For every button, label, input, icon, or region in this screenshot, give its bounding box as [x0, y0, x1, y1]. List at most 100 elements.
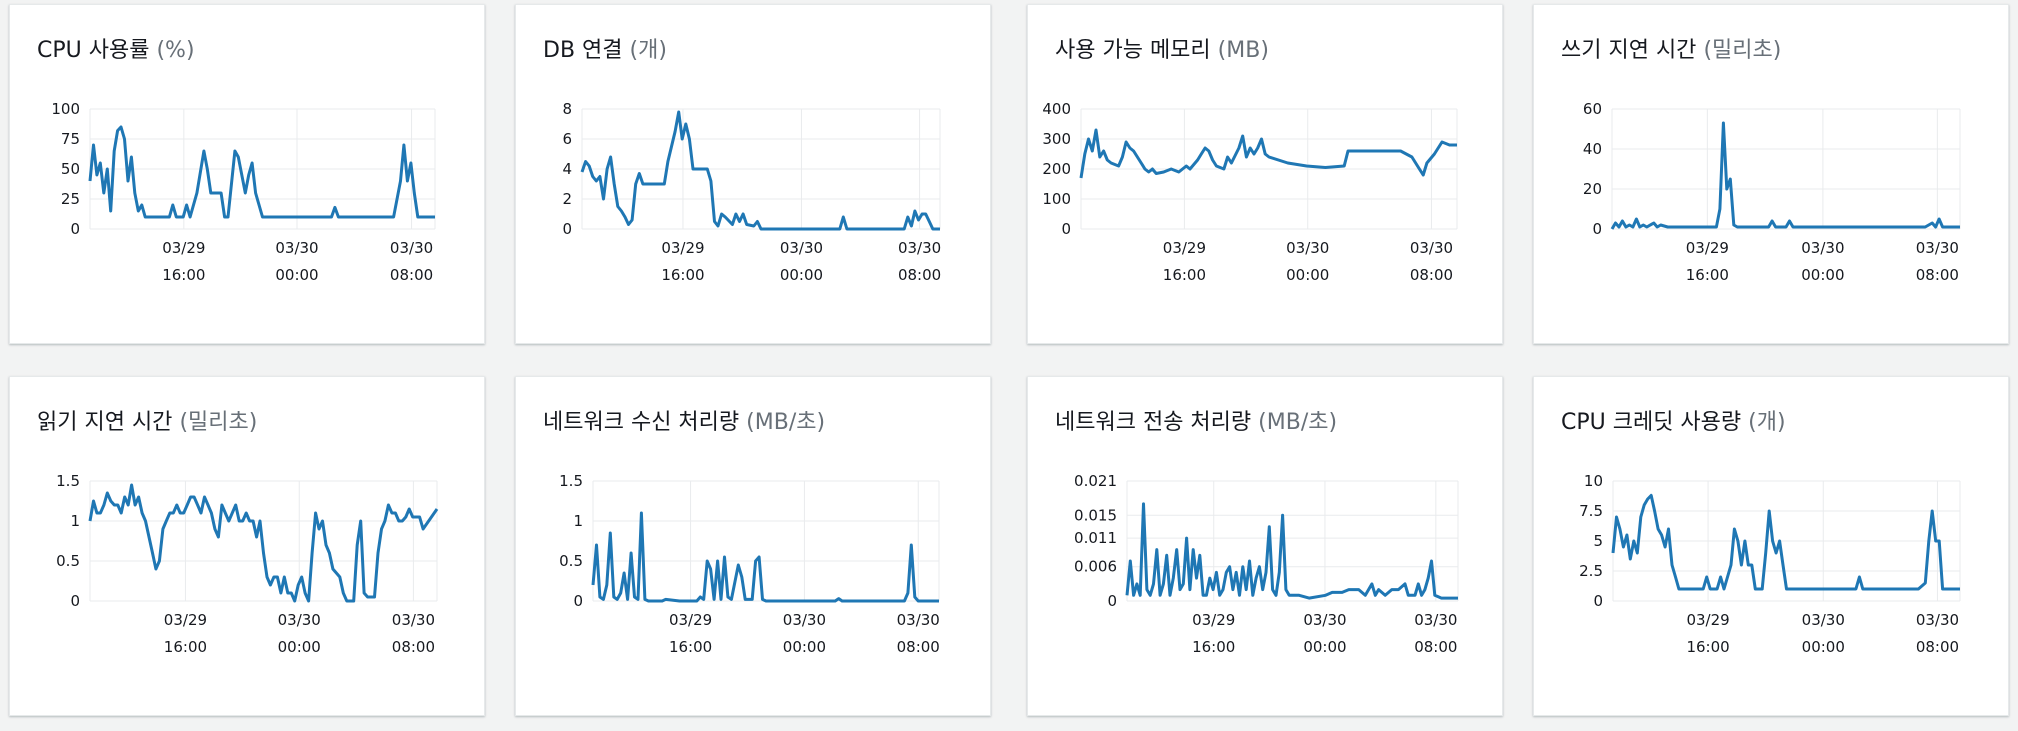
y-tick-label: 0.011 [1074, 529, 1117, 547]
x-tick-label: 03/29 [164, 611, 207, 629]
title-text: 네트워크 전송 처리량 [1055, 410, 1252, 435]
y-tick-label: 0.006 [1074, 558, 1117, 576]
metric-card-cpu-credit-usage: CPU 크레딧 사용량 (개) 10 7.5 5 2.5 0 03/29 16:00 03/3… [1533, 376, 2009, 716]
x-tick-label: 16:00 [1686, 266, 1729, 284]
y-tick-label: 2 [562, 190, 572, 208]
y-tick-label: 200 [1042, 160, 1071, 178]
title-text: CPU 크레딧 사용량 [1561, 410, 1742, 435]
x-tick-label: 03/29 [162, 239, 205, 257]
x-tick-label: 08:00 [1410, 266, 1453, 284]
x-tick-label: 03/30 [278, 611, 321, 629]
y-tick-label: 300 [1042, 130, 1071, 148]
x-tick-label: 16:00 [669, 638, 712, 656]
x-tick-label: 03/29 [669, 611, 712, 629]
x-tick-label: 03/30 [1410, 239, 1453, 257]
y-tick-label: 20 [1583, 180, 1602, 198]
y-tick-label: 0.015 [1074, 506, 1117, 524]
y-tick-label: 2.5 [1579, 562, 1603, 580]
x-tick-label: 03/30 [1801, 239, 1844, 257]
x-tick-label: 03/30 [783, 611, 826, 629]
line-chart: 1.5 1 0.5 0 03/29 16:00 03/30 00:00 03/30 08:00 [559, 472, 940, 656]
series-line [88, 125, 435, 219]
x-tick-label: 16:00 [162, 266, 205, 284]
x-tick-label: 00:00 [780, 266, 823, 284]
x-tick-label: 03/30 [390, 239, 433, 257]
y-tick-label: 75 [61, 130, 80, 148]
x-tick-label: 03/30 [275, 239, 318, 257]
line-chart: 1.5 1 0.5 0 03/29 16:00 03/30 00:00 03/30 08:00 [56, 472, 439, 656]
series-line [1610, 121, 1960, 230]
card-title: 읽기 지연 시간 (밀리초) [37, 404, 257, 436]
series-line [1125, 502, 1458, 600]
card-title: DB 연결 (개) [543, 32, 667, 64]
y-tick-label: 0 [573, 592, 583, 610]
title-unit: (밀리초) [179, 410, 258, 435]
x-tick-label: 03/30 [780, 239, 823, 257]
y-tick-label: 0 [1592, 220, 1602, 238]
x-tick-label: 00:00 [1286, 266, 1329, 284]
title-unit: (개) [1748, 410, 1786, 435]
y-tick-label: 25 [61, 190, 80, 208]
x-tick-label: 00:00 [783, 638, 826, 656]
x-tick-label: 16:00 [661, 266, 704, 284]
y-tick-label: 4 [562, 160, 572, 178]
card-title: 네트워크 수신 처리량 (MB/초) [543, 404, 825, 436]
x-tick-label: 03/29 [661, 239, 704, 257]
title-unit: (밀리초) [1703, 38, 1782, 63]
y-tick-label: 0.5 [559, 552, 583, 570]
series-line [1611, 493, 1960, 591]
x-tick-label: 03/29 [1686, 239, 1729, 257]
metric-card-db-connections: DB 연결 (개) 8 6 4 2 0 03/29 16:00 03/30 00:00 03/30… [515, 4, 991, 344]
x-tick-label: 03/30 [897, 611, 940, 629]
x-tick-label: 03/30 [1303, 611, 1346, 629]
y-tick-label: 1 [573, 512, 583, 530]
title-text: 쓰기 지연 시간 [1561, 38, 1697, 63]
title-text: 읽기 지연 시간 [37, 410, 173, 435]
line-chart: 8 6 4 2 0 03/29 16:00 03/30 00:00 03/30 08:00 [562, 100, 941, 284]
y-tick-label: 1.5 [56, 472, 80, 490]
x-tick-label: 16:00 [1192, 638, 1235, 656]
y-tick-label: 8 [562, 100, 572, 118]
y-tick-label: 0 [70, 220, 80, 238]
title-text: DB 연결 [543, 38, 623, 63]
metric-card-cpu-utilization: CPU 사용률 (%) 100 75 50 25 0 03/29 16:00 03/30 00:… [9, 4, 485, 344]
x-tick-label: 08:00 [898, 266, 941, 284]
x-tick-label: 03/29 [1192, 611, 1235, 629]
line-chart: 60 40 20 0 03/29 16:00 03/30 00:00 03/30 08:00 [1583, 100, 1961, 284]
y-tick-label: 5 [1593, 532, 1603, 550]
title-text: CPU 사용률 [37, 38, 150, 63]
y-tick-label: 1 [70, 512, 80, 530]
title-unit: (MB) [1217, 38, 1269, 63]
y-tick-label: 0 [562, 220, 572, 238]
title-unit: (개) [629, 38, 667, 63]
line-chart: 400 300 200 100 0 03/29 16:00 03/30 00:00 03/30 08… [1042, 100, 1458, 284]
x-tick-label: 08:00 [1916, 266, 1959, 284]
y-tick-label: 100 [1042, 190, 1071, 208]
y-tick-label: 0 [70, 592, 80, 610]
title-unit: (MB/초) [746, 410, 826, 435]
x-tick-label: 03/30 [392, 611, 435, 629]
y-tick-label: 0 [1061, 220, 1071, 238]
x-tick-label: 00:00 [1802, 638, 1845, 656]
x-tick-label: 16:00 [1163, 266, 1206, 284]
y-tick-label: 100 [51, 100, 80, 118]
y-tick-label: 1.5 [559, 472, 583, 490]
metric-card-network-transmit: 네트워크 전송 처리량 (MB/초) 0.021 0.015 0.011 0.006 0… [1027, 376, 1503, 716]
x-tick-label: 00:00 [275, 266, 318, 284]
x-tick-label: 03/30 [1286, 239, 1329, 257]
series-line [88, 483, 439, 603]
x-tick-label: 00:00 [1801, 266, 1844, 284]
x-tick-label: 00:00 [278, 638, 321, 656]
x-tick-label: 08:00 [1916, 638, 1959, 656]
y-tick-label: 0.021 [1074, 472, 1117, 490]
series-line [591, 511, 939, 603]
title-unit: (MB/초) [1258, 410, 1338, 435]
x-tick-label: 16:00 [164, 638, 207, 656]
y-tick-label: 50 [61, 160, 80, 178]
x-tick-label: 03/30 [1802, 611, 1845, 629]
x-tick-label: 03/29 [1686, 611, 1729, 629]
metric-card-write-latency: 쓰기 지연 시간 (밀리초) 60 40 20 0 03/29 16:00 03/30 00:… [1533, 4, 2009, 344]
title-unit: (%) [156, 38, 195, 63]
y-tick-label: 0 [1593, 592, 1603, 610]
